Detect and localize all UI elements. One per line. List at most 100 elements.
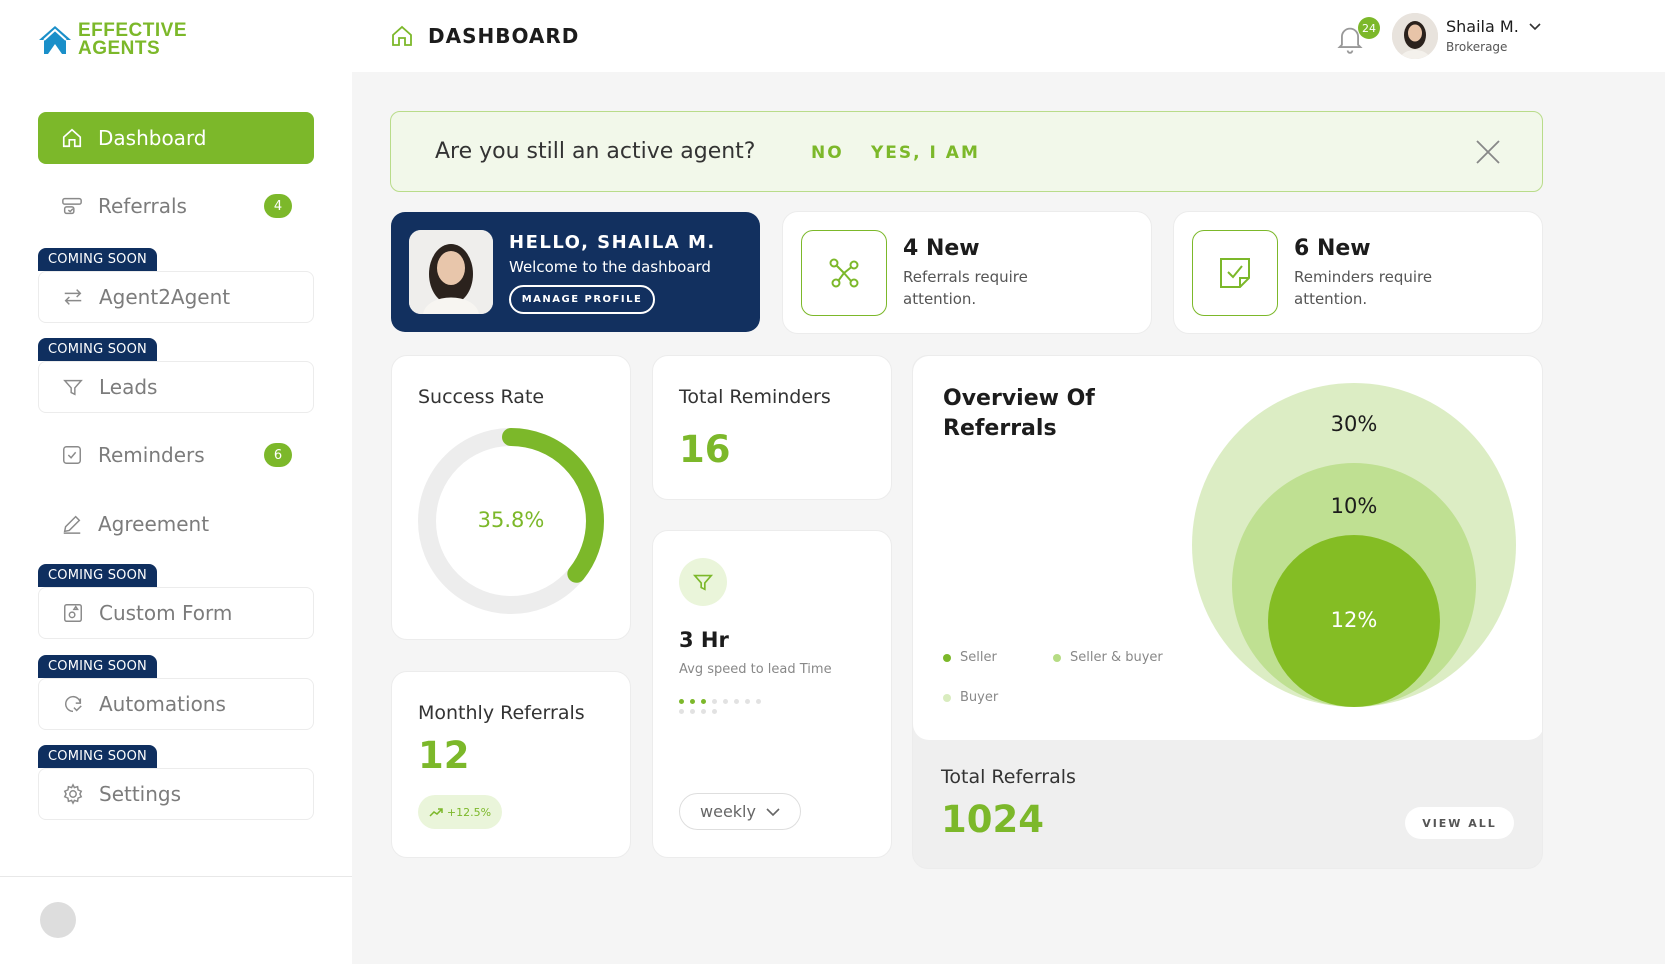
legend-buyer: Buyer: [943, 690, 998, 705]
coming-soon-tag: COMING SOON: [38, 248, 157, 271]
checked-note-icon: [1192, 230, 1278, 316]
sidebar-item-label: Settings: [99, 782, 182, 806]
dot: [679, 699, 684, 704]
sidebar-item-label: Agreement: [98, 512, 210, 536]
sidebar-item-label: Automations: [99, 692, 226, 716]
banner-question: Are you still an active agent?: [435, 139, 756, 164]
active-agent-banner: Are you still an active agent? NO YES, I…: [390, 111, 1543, 192]
reminders-count-badge: 6: [264, 443, 292, 467]
speed-subtitle: Avg speed to lead Time: [679, 662, 832, 677]
sidebar-avatar[interactable]: [40, 902, 76, 938]
total-reminders-card: Total Reminders 16: [652, 355, 892, 500]
speed-to-lead-card: 3 Hr Avg speed to lead Time weekly: [652, 530, 892, 858]
trend-badge: +12.5%: [418, 795, 502, 829]
bubble-label-outer: 30%: [1330, 412, 1378, 436]
sidebar-item-reminders[interactable]: Reminders 6: [38, 429, 314, 481]
bell-icon[interactable]: [1336, 24, 1364, 54]
sidebar-item-label: Custom Form: [99, 601, 233, 625]
logo-line2: AGENTS: [78, 38, 161, 59]
dot: [712, 699, 717, 704]
notification-badge: 24: [1358, 17, 1380, 39]
referrals-icon: [60, 194, 84, 218]
sidebar-item-automations[interactable]: Automations: [38, 678, 314, 730]
overview-card: Overview Of Referrals Seller Seller & bu…: [912, 355, 1543, 869]
sidebar-item-label: Dashboard: [98, 126, 207, 150]
total-referrals-value: 1024: [941, 798, 1044, 841]
sidebar-item-custom-form[interactable]: Custom Form: [38, 587, 314, 639]
donut-progress-arc: [418, 428, 604, 614]
page-title: DASHBOARD: [428, 24, 580, 48]
chevron-down-icon[interactable]: [1528, 20, 1542, 34]
logo-line1: EFFECTIVE: [78, 20, 188, 41]
automation-icon: [61, 692, 85, 716]
new-referrals-count: 4 New: [903, 236, 980, 261]
logo[interactable]: EFFECTIVE AGENTS: [38, 20, 188, 59]
bubble-label-inner: 12%: [1330, 608, 1378, 632]
legend-swatch: [943, 693, 951, 702]
home-icon: [60, 126, 84, 150]
monthly-referrals-title: Monthly Referrals: [418, 702, 585, 724]
sidebar-item-label: Leads: [99, 375, 158, 399]
hello-subtitle: Welcome to the dashboard: [509, 258, 711, 276]
hello-title: HELLO, SHAILA M.: [509, 232, 716, 253]
manage-profile-button[interactable]: MANAGE PROFILE: [509, 285, 655, 314]
dot: [745, 699, 750, 704]
legend-seller-buyer: Seller & buyer: [1053, 650, 1163, 665]
view-all-button[interactable]: VIEW ALL: [1405, 807, 1514, 839]
trend-up-icon: [429, 808, 443, 817]
legend-swatch: [1053, 653, 1061, 662]
legend-label: Seller & buyer: [1070, 650, 1163, 665]
monthly-referrals-card: Monthly Referrals 12 +12.5%: [391, 671, 631, 858]
dot: [712, 709, 717, 714]
dot: [756, 699, 761, 704]
hello-card: HELLO, SHAILA M. Welcome to the dashboar…: [391, 212, 760, 332]
sidebar-item-referrals[interactable]: Referrals 4: [38, 180, 314, 232]
period-select[interactable]: weekly: [679, 793, 801, 830]
dot: [734, 699, 739, 704]
form-icon: [61, 601, 85, 625]
monthly-referrals-value: 12: [418, 734, 470, 777]
dot: [690, 709, 695, 714]
dot: [679, 709, 684, 714]
sidebar-item-agreement[interactable]: Agreement: [38, 498, 314, 550]
user-name[interactable]: Shaila M.: [1446, 17, 1519, 36]
sidebar-item-settings[interactable]: Settings: [38, 768, 314, 820]
trend-value: +12.5%: [446, 805, 492, 819]
coming-soon-tag: COMING SOON: [38, 745, 157, 768]
success-rate-donut: [418, 428, 604, 614]
success-rate-value: 35.8%: [477, 508, 545, 532]
reminder-icon: [60, 443, 84, 467]
coming-soon-tag: COMING SOON: [38, 655, 157, 678]
banner-no-button[interactable]: NO: [811, 143, 844, 163]
legend-label: Buyer: [960, 690, 999, 705]
new-referrals-desc: Referrals require attention.: [903, 268, 1028, 308]
dot: [690, 699, 695, 704]
legend-swatch: [943, 653, 951, 662]
sidebar-item-label: Reminders: [98, 443, 205, 467]
speed-dots: [679, 699, 769, 714]
sidebar-item-agent2agent[interactable]: Agent2Agent: [38, 271, 314, 323]
user-avatar[interactable]: [1392, 13, 1438, 59]
overview-chart-panel: Overview Of Referrals Seller Seller & bu…: [913, 356, 1542, 740]
success-rate-card: Success Rate 35.8%: [391, 355, 631, 640]
sidebar-item-leads[interactable]: Leads: [38, 361, 314, 413]
new-referrals-card[interactable]: 4 New Referrals require attention.: [782, 211, 1152, 334]
legend-seller: Seller: [943, 650, 997, 665]
sidebar-divider: [0, 876, 352, 877]
swap-icon: [61, 285, 85, 309]
new-reminders-count: 6 New: [1294, 236, 1371, 261]
top-header: DASHBOARD 24 Shaila M. Brokerage: [352, 0, 1665, 72]
sidebar-item-dashboard[interactable]: Dashboard: [38, 112, 314, 164]
sidebar: EFFECTIVE AGENTS Dashboard Referrals 4 C…: [0, 0, 352, 964]
referrals-count-badge: 4: [264, 194, 292, 218]
overview-title: Overview Of Referrals: [943, 386, 1095, 441]
dot: [723, 699, 728, 704]
coming-soon-tag: COMING SOON: [38, 564, 157, 587]
period-value: weekly: [700, 802, 756, 821]
close-icon[interactable]: [1475, 139, 1501, 165]
bubble-chart: 30% 10% 12%: [1191, 382, 1517, 708]
total-referrals-title: Total Referrals: [941, 766, 1076, 788]
new-reminders-card[interactable]: 6 New Reminders require attention.: [1173, 211, 1543, 334]
banner-yes-button[interactable]: YES, I AM: [871, 143, 980, 163]
new-reminders-desc: Reminders require attention.: [1294, 268, 1433, 308]
